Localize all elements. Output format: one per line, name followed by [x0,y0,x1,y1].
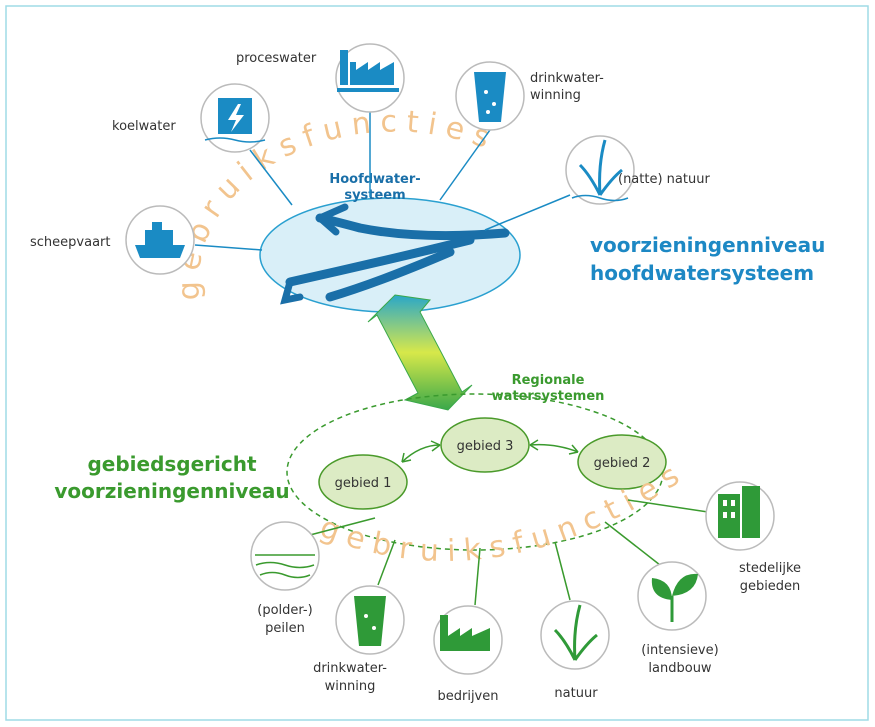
label: gebieden [740,579,801,594]
shape-rect [440,615,448,651]
icon-drinkwater [456,62,524,130]
shape-rect [723,512,727,518]
center-label: systeem [344,188,405,203]
shape-path [474,72,506,122]
area-label: gebied 1 [335,476,392,491]
shape-circle [486,110,490,114]
title: gebiedsgericht [87,452,257,476]
diagram: gebruiksfuncties Hoofdwater- systeem voo… [0,0,875,727]
shape-circle [484,90,488,94]
label: drinkwater- [313,661,387,676]
shape-circle [492,102,496,106]
icon-koelwater [201,84,269,152]
title: voorzieningenniveau [590,233,825,257]
shape-circle [364,614,368,618]
shape-circle [372,626,376,630]
shape-rect [152,222,162,230]
shape-rect [340,50,348,85]
shape-rect [350,62,356,85]
shape-rect [731,512,735,518]
label: stedelijke [739,561,801,576]
region-label: watersystemen [492,389,605,404]
icon-drinkwater [336,586,404,654]
shape-circle [251,522,319,590]
shape-rect [723,500,727,506]
title: hoofdwatersysteem [590,261,814,285]
label: peilen [265,621,305,636]
label: winning [325,679,376,694]
region-label: Regionale [512,373,585,388]
title: voorzieningenniveau [54,479,289,503]
shape-path [354,596,386,646]
label: natuur [554,686,598,701]
label: koelwater [112,119,176,134]
shape-rect [718,494,740,538]
shape-rect [731,500,735,506]
label: landbouw [648,661,712,676]
label: (intensieve) [641,643,718,658]
icon-landbouw [638,562,706,630]
icon-stedelijk [706,482,774,550]
label: bedrijven [437,689,498,704]
label: (polder-) [257,603,312,618]
shape-rect [337,88,399,92]
icon-polder [251,522,319,590]
area-label: gebied 3 [457,439,514,454]
shape-rect [145,230,173,245]
icon-natuur [566,136,634,204]
label: drinkwater- [530,71,604,86]
shape-rect [742,486,760,538]
icon-natuur [541,601,609,669]
center-label: Hoofdwater- [329,172,420,187]
icon-scheepvaart [126,206,194,274]
shape-path [135,245,185,258]
label: winning [530,88,581,103]
label: proceswater [236,51,317,66]
icon-proceswater [336,44,404,112]
label: scheepvaart [30,235,110,250]
icon-bedrijven [434,606,502,674]
label: (natte) natuur [618,172,710,187]
area-label: gebied 2 [594,456,651,471]
